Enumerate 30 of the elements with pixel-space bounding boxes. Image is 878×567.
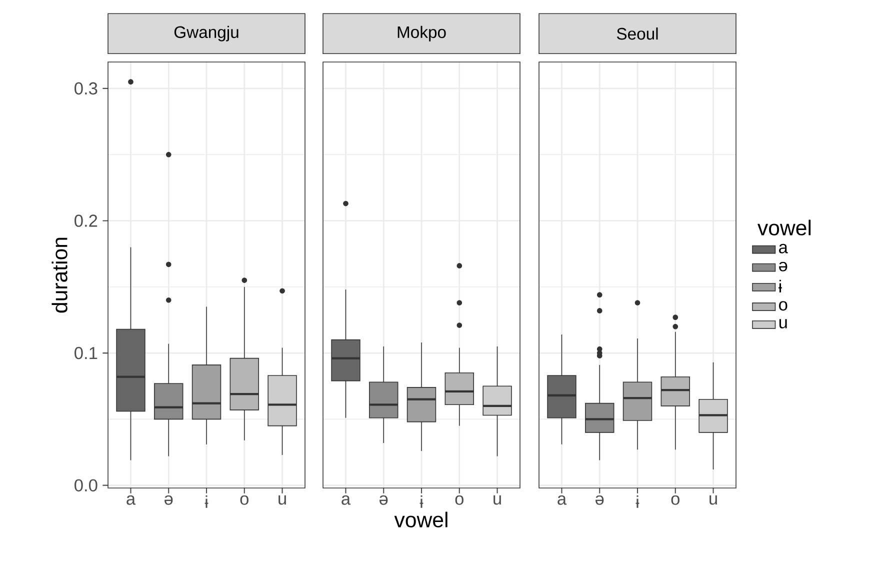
y-tick-label: 0.3 [74, 82, 98, 95]
legend-label: o [779, 301, 788, 311]
x-tick-label: o [455, 495, 464, 505]
x-tick-label: ɨ [636, 495, 640, 508]
y-tick-label: 0.0 [74, 479, 98, 492]
x-axis-title: vowel [394, 512, 448, 528]
x-tick-label: a [558, 495, 567, 505]
legend-label: a [779, 244, 788, 254]
x-tick-label: u [710, 495, 717, 505]
legend-label: u [779, 319, 787, 328]
x-tick-label: o [240, 495, 248, 505]
legend-label: ɨ [778, 280, 782, 292]
chart-title: Gwangju [174, 26, 238, 42]
x-tick-label: ɨ [204, 495, 208, 508]
y-tick-label: 0.1 [74, 346, 98, 360]
x-tick-label: u [494, 495, 501, 505]
legend-title: vowel [758, 220, 811, 236]
x-tick-label: u [278, 495, 286, 505]
chart-title: Mokpo [398, 26, 446, 42]
x-tick-label: ɨ [420, 495, 424, 508]
legend-label: ə [779, 262, 788, 272]
x-tick-label: ə [164, 495, 173, 505]
y-tick-label: 0.2 [74, 214, 98, 227]
y-axis-title: duration [52, 238, 68, 313]
x-tick-label: ə [380, 495, 388, 505]
x-tick-label: o [671, 495, 680, 505]
chart-title: Seoul [616, 27, 658, 40]
x-tick-label: a [126, 495, 136, 505]
x-tick-label: a [342, 495, 351, 505]
x-tick-label: ə [596, 495, 604, 505]
